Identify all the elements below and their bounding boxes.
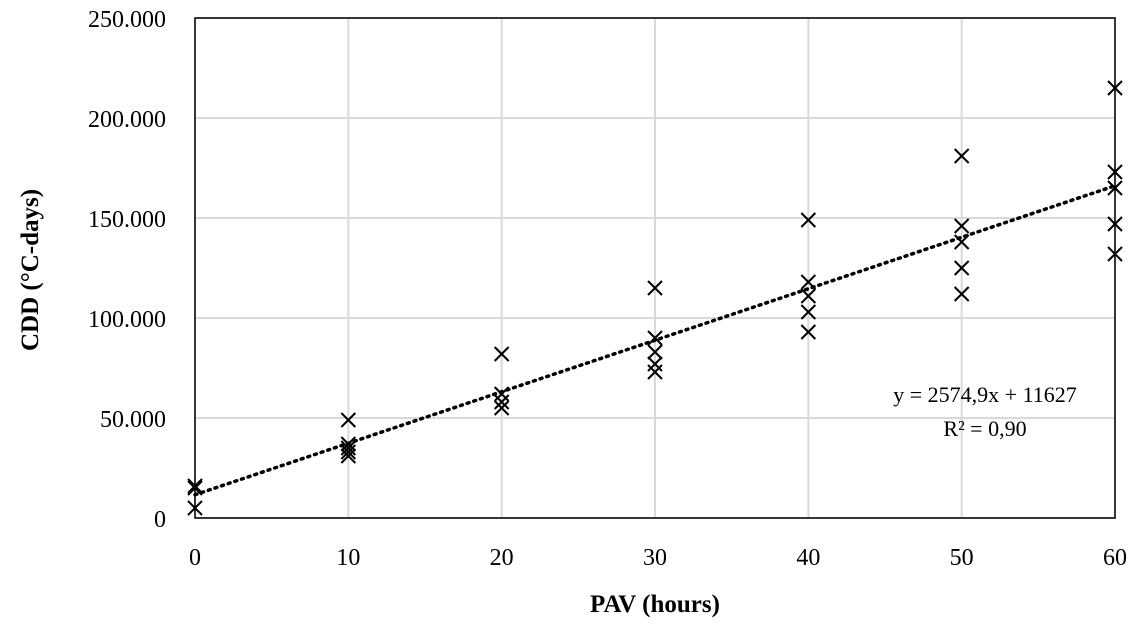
x-tick-label: 10 xyxy=(336,545,360,571)
x-tick-label: 60 xyxy=(1103,545,1127,571)
x-tick-label: 50 xyxy=(950,545,974,571)
y-axis-ticks: 0 50.000 100.000 150.000 200.000 250.000 xyxy=(88,7,166,533)
y-tick-label: 150.000 xyxy=(88,207,166,233)
trendline-equation: y = 2574,9x + 11627 xyxy=(893,382,1077,407)
y-tick-label: 200.000 xyxy=(88,107,166,133)
x-tick-label: 30 xyxy=(643,545,667,571)
y-tick-label: 0 xyxy=(154,507,166,533)
grid xyxy=(195,18,1115,518)
x-tick-label: 20 xyxy=(490,545,514,571)
x-axis-ticks: 0 10 20 30 40 50 60 xyxy=(189,545,1127,571)
y-tick-label: 250.000 xyxy=(88,7,166,33)
y-tick-label: 100.000 xyxy=(88,307,166,333)
x-tick-label: 0 xyxy=(189,545,201,571)
x-axis-title: PAV (hours) xyxy=(590,591,720,618)
trendline-r-squared: R² = 0,90 xyxy=(943,416,1026,441)
y-axis-title: CDD (°C-days) xyxy=(17,189,44,351)
x-tick-label: 40 xyxy=(796,545,820,571)
y-tick-label: 50.000 xyxy=(100,407,166,433)
